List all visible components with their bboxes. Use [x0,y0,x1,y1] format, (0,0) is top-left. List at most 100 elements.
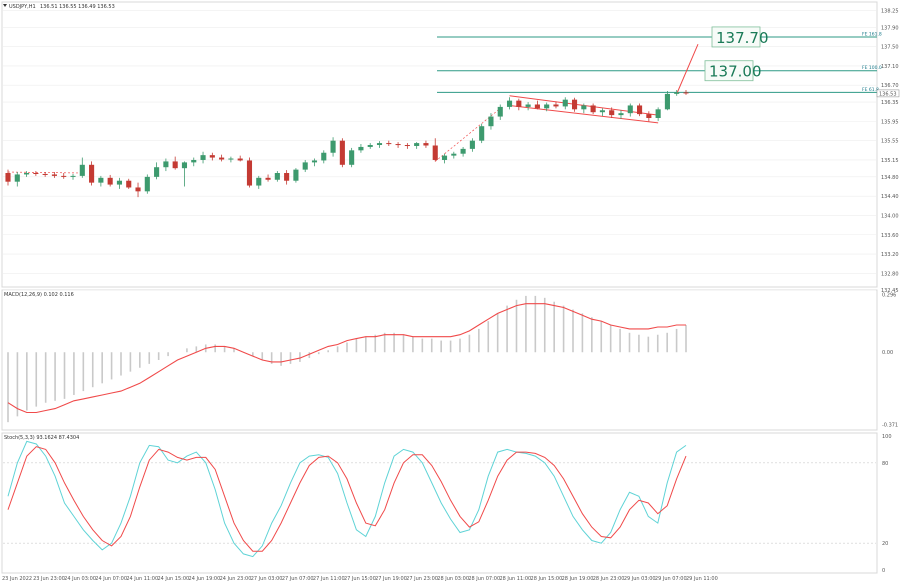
time-axis-tick: 27 Jun 11:00 [313,576,345,582]
candle-body [664,93,670,110]
time-axis-tick: 28 Jun 07:00 [468,576,500,582]
candle-body [349,150,355,165]
time-axis: 23 Jun 2022 23 Jun 23:00 24 Jun 03:00 24 Ju… [2,576,718,582]
price-axis-tick: 133.20 [881,252,899,258]
time-axis-tick: 29 Jun 03:00 [624,576,656,582]
time-axis-tick: 24 Jun 11:00 [126,576,158,582]
candle-body [683,92,689,94]
stoch-pane-border [1,432,878,574]
candle-body [237,158,243,161]
channel-lower-line [509,104,659,124]
stoch-main-line [7,440,687,558]
candle-body [228,158,234,160]
candle-body [302,162,308,170]
candle-body [107,177,113,185]
fib-price-label: 137.00 [709,63,762,81]
macd-axis-tick: -0.371 [882,422,898,428]
price-axis-tick: 134.00 [881,213,899,219]
candle-body [79,164,85,176]
chart-symbol-label: USDJPY,H1 [9,4,36,10]
candle-body [674,92,680,94]
candle-body [284,173,290,181]
stoch-axis-tick: 100 [882,434,892,440]
candle-body [460,148,466,154]
candle-body [154,167,160,177]
time-axis-tick: 23 Jun 2022 [2,576,32,582]
candle-body [534,104,540,109]
price-axis-tick: 138.25 [881,8,899,14]
candle-body [655,109,661,118]
candle-body [544,104,550,109]
current-price-tag [876,89,900,98]
candle-body [562,99,568,107]
candle-body [24,173,30,175]
candle-body [61,175,67,177]
candle-body [293,169,299,181]
candle-body [432,145,438,160]
candle-body [646,114,652,118]
price-axis-tick: 135.95 [881,119,899,125]
fib-price-label-box [711,26,761,48]
candle-body [404,145,410,147]
chart-menu-triangle-icon[interactable] [3,4,7,7]
candle-body [126,180,132,188]
candle-body [191,159,197,163]
price-axis-tick: 136.70 [881,83,899,89]
time-axis-tick: 23 Jun 23:00 [33,576,65,582]
candle-body [506,100,513,107]
price-axis-tick: 132.80 [881,271,899,277]
candle-body [386,143,392,145]
candle-body [209,155,215,158]
candle-body [256,177,262,186]
price-axis-tick: 134.80 [881,175,899,181]
candle-body [590,105,596,113]
time-axis-tick: 28 Jun 11:00 [499,576,531,582]
time-axis-tick: 24 Jun 19:00 [189,576,221,582]
candle-body [321,152,327,161]
candle-body [219,157,225,160]
time-axis-tick: 28 Jun 19:00 [562,576,594,582]
candle-body [367,145,373,147]
stoch-axis-tick: 0 [882,568,885,574]
price-axis-tick: 133.60 [881,233,899,239]
candle-body [516,100,522,107]
candle-body [339,140,345,165]
candle-body [98,177,104,183]
candle-body [553,104,559,107]
price-axis-tick: 135.15 [881,158,899,164]
candle-body [116,180,123,185]
candle-body [181,162,188,169]
macd-axis-tick: 0.00 [882,350,893,356]
time-axis-tick: 29 Jun 11:00 [686,576,718,582]
time-axis-tick: 24 Jun 15:00 [157,576,189,582]
price-axis-tick: 136.35 [881,100,899,106]
candle-body [627,105,633,114]
projection-line [676,43,699,95]
candle-body [5,173,11,182]
candle-body [274,173,280,180]
candle-body [599,110,605,113]
candle-body [51,174,57,176]
macd-title: MACD(12,26,9) 0.102 0.116 [4,292,74,298]
candle-body [441,155,448,160]
price-axis-tick: 137.10 [881,64,899,70]
time-axis-tick: 27 Jun 19:00 [375,576,407,582]
candle-body [144,176,150,192]
macd-pane: 0.296 0.00 -0.371 [7,293,898,428]
fib-level-tag: FE 100.0 [862,65,882,71]
stoch-title: Stoch(5,3,3) 93.1624 87.4304 [4,435,79,441]
candle-body [14,174,20,182]
price-axis-tick: 135.55 [881,139,899,145]
time-axis-tick: 27 Jun 23:00 [406,576,438,582]
price-pane: 138.25 137.90 137.50 137.10 136.70 136.35 135.… [3,8,900,294]
candle-body [414,143,420,146]
candle-body [609,110,615,116]
macd-axis-tick: 0.296 [882,293,896,299]
candle-body [581,105,587,110]
stoch-axis-tick: 20 [882,541,888,547]
time-axis-tick: 28 Jun 23:00 [593,576,625,582]
candle-body [33,173,39,174]
candle-body [311,160,318,163]
